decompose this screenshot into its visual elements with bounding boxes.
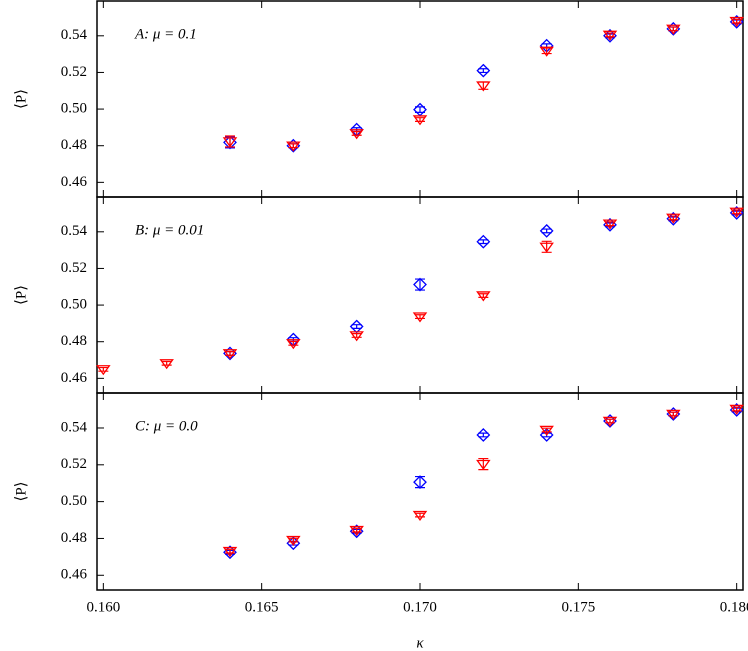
error-bar (225, 548, 235, 554)
marker (349, 331, 364, 342)
error-bar (605, 418, 615, 424)
marker (413, 475, 427, 490)
marker (476, 81, 491, 92)
error-bar (478, 68, 489, 74)
marker (666, 409, 681, 420)
marker (286, 141, 301, 152)
error-bar (605, 221, 615, 227)
error-bar (288, 537, 299, 543)
marker (222, 546, 238, 558)
marker (666, 213, 681, 224)
x-axis-label: κ (416, 635, 424, 651)
y-axis-label: ⟨P⟩ (13, 285, 29, 305)
y-tick-label: 0.54 (61, 223, 88, 239)
error-bar (541, 427, 552, 433)
x-tick-label: 0.165 (245, 599, 279, 615)
error-bar (288, 340, 299, 346)
y-tick-label: 0.54 (61, 419, 88, 435)
marker (729, 207, 744, 218)
y-axis-label: ⟨P⟩ (13, 481, 29, 501)
marker (412, 510, 428, 521)
y-tick-label: 0.50 (61, 297, 87, 313)
marker (476, 63, 491, 78)
y-tick-label: 0.50 (61, 493, 87, 509)
error-bar (478, 239, 489, 245)
error-bar (415, 475, 425, 489)
error-bar (478, 432, 489, 438)
y-tick-label: 0.54 (61, 27, 88, 43)
y-axis-label: ⟨P⟩ (13, 89, 29, 109)
error-bar (415, 314, 425, 320)
marker (476, 234, 491, 249)
error-bar (225, 351, 235, 356)
marker (602, 416, 618, 427)
x-tick-label: 0.175 (561, 599, 595, 615)
y-tick-label: 0.46 (61, 370, 88, 386)
annotation: C: μ = 0.0 (135, 418, 198, 434)
x-tick-label: 0.160 (86, 599, 120, 615)
marker (159, 359, 174, 370)
y-tick-label: 0.48 (61, 530, 87, 546)
marker (729, 16, 744, 28)
marker (349, 129, 364, 140)
error-bar (98, 366, 109, 372)
marker (539, 223, 554, 238)
marker (539, 428, 554, 442)
y-tick-label: 0.50 (61, 101, 87, 117)
error-bar (351, 527, 362, 533)
error-bar (731, 18, 742, 24)
marker (286, 536, 301, 551)
marker (412, 115, 428, 126)
error-bar (541, 228, 552, 234)
marker (222, 349, 238, 360)
marker (729, 404, 744, 415)
marker (666, 24, 681, 35)
error-bar (415, 117, 425, 122)
annotation: B: μ = 0.01 (135, 222, 204, 238)
marker (413, 277, 427, 292)
y-tick-label: 0.46 (61, 567, 88, 583)
marker (349, 525, 364, 537)
marker (476, 428, 491, 442)
error-bar (415, 512, 425, 518)
marker (602, 30, 618, 41)
x-tick-label: 0.180 (720, 599, 748, 615)
error-bar (605, 32, 615, 38)
marker (539, 242, 554, 253)
y-tick-label: 0.48 (61, 333, 87, 349)
error-bar (351, 324, 362, 329)
error-bar (731, 406, 742, 412)
annotation: A: μ = 0.1 (134, 26, 197, 42)
error-bar (351, 131, 362, 136)
error-bar (668, 411, 679, 417)
marker (286, 535, 301, 547)
y-tick-label: 0.52 (61, 64, 87, 80)
error-bar (731, 209, 742, 215)
error-bar (288, 143, 299, 149)
marker (476, 291, 491, 302)
marker (412, 312, 428, 323)
error-bar (415, 278, 425, 291)
marker (539, 425, 554, 436)
marker (476, 459, 491, 470)
marker (286, 339, 301, 350)
marker (602, 219, 618, 230)
x-tick-label: 0.170 (403, 599, 437, 615)
error-bar (351, 333, 362, 338)
error-bar (668, 215, 679, 221)
y-tick-label: 0.48 (61, 137, 87, 153)
y-tick-label: 0.52 (61, 260, 87, 276)
error-bar (161, 360, 172, 366)
y-tick-label: 0.46 (61, 174, 88, 190)
error-bar (541, 47, 552, 55)
error-bar (668, 26, 679, 32)
marker (96, 365, 111, 376)
marker (539, 46, 554, 57)
error-bar (478, 293, 489, 298)
marker (222, 137, 238, 148)
y-tick-label: 0.52 (61, 456, 87, 472)
